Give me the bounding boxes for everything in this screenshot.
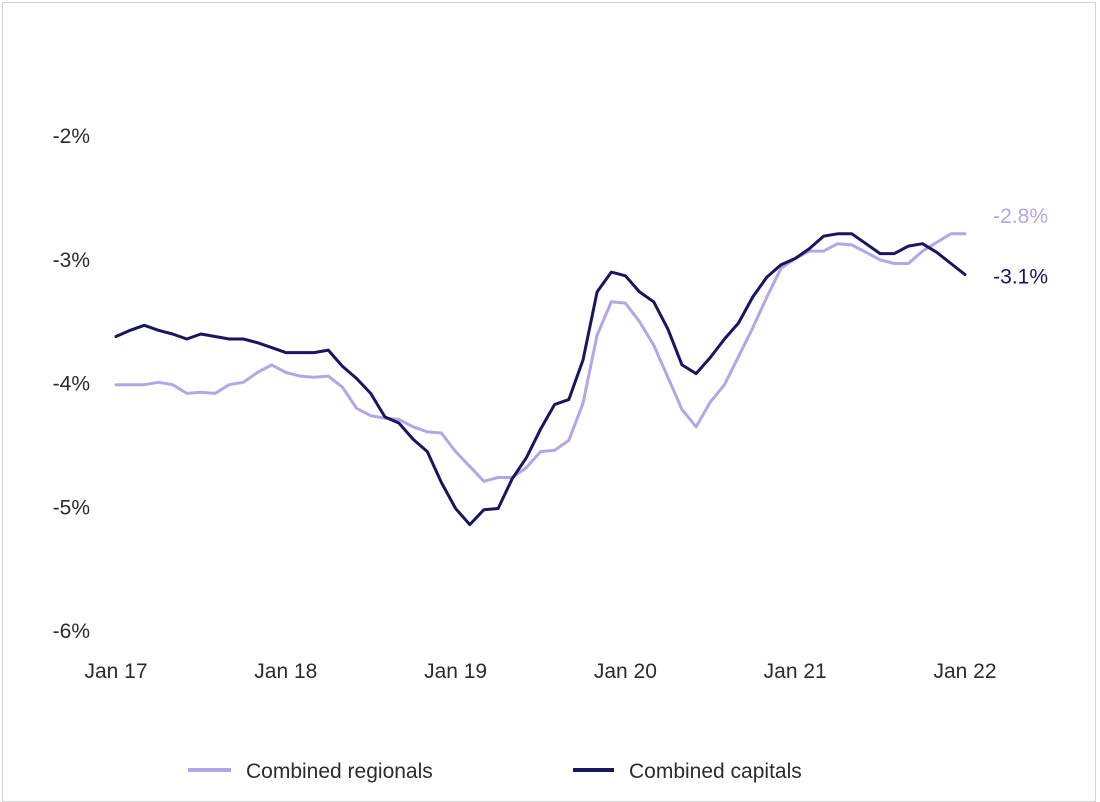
series-line-0 [114, 232, 967, 483]
x-tick-label: Jan 17 [84, 660, 147, 683]
legend: Combined regionals Combined capitals [188, 760, 802, 783]
x-axis: Jan 17 Jan 18 Jan 19 Jan 20 Jan 21 Jan 22 [84, 660, 996, 683]
x-tick-label: Jan 19 [424, 660, 487, 683]
legend-label: Combined regionals [246, 760, 433, 783]
x-tick-label: Jan 22 [933, 660, 996, 683]
legend-item-capitals[interactable]: Combined capitals [573, 760, 802, 783]
legend-label: Combined capitals [629, 760, 802, 783]
x-tick-label: Jan 18 [254, 660, 317, 683]
y-tick-label: -5% [53, 496, 90, 519]
legend-item-regionals[interactable]: Combined regionals [188, 760, 433, 783]
y-tick-label: -2% [53, 125, 90, 148]
x-tick-label: Jan 20 [594, 660, 657, 683]
y-tick-label: -6% [53, 620, 90, 643]
y-axis: -2% -3% -4% -5% -6% [53, 125, 90, 643]
y-tick-label: -4% [53, 373, 90, 396]
series-line-1 [114, 232, 967, 527]
plot-area [114, 232, 967, 527]
y-tick-label: -3% [53, 249, 90, 272]
end-label-1: -3.1% [993, 266, 1048, 289]
end-labels: -2.8% -3.1% [993, 205, 1048, 289]
end-label-0: -2.8% [993, 205, 1048, 228]
x-tick-label: Jan 21 [764, 660, 827, 683]
